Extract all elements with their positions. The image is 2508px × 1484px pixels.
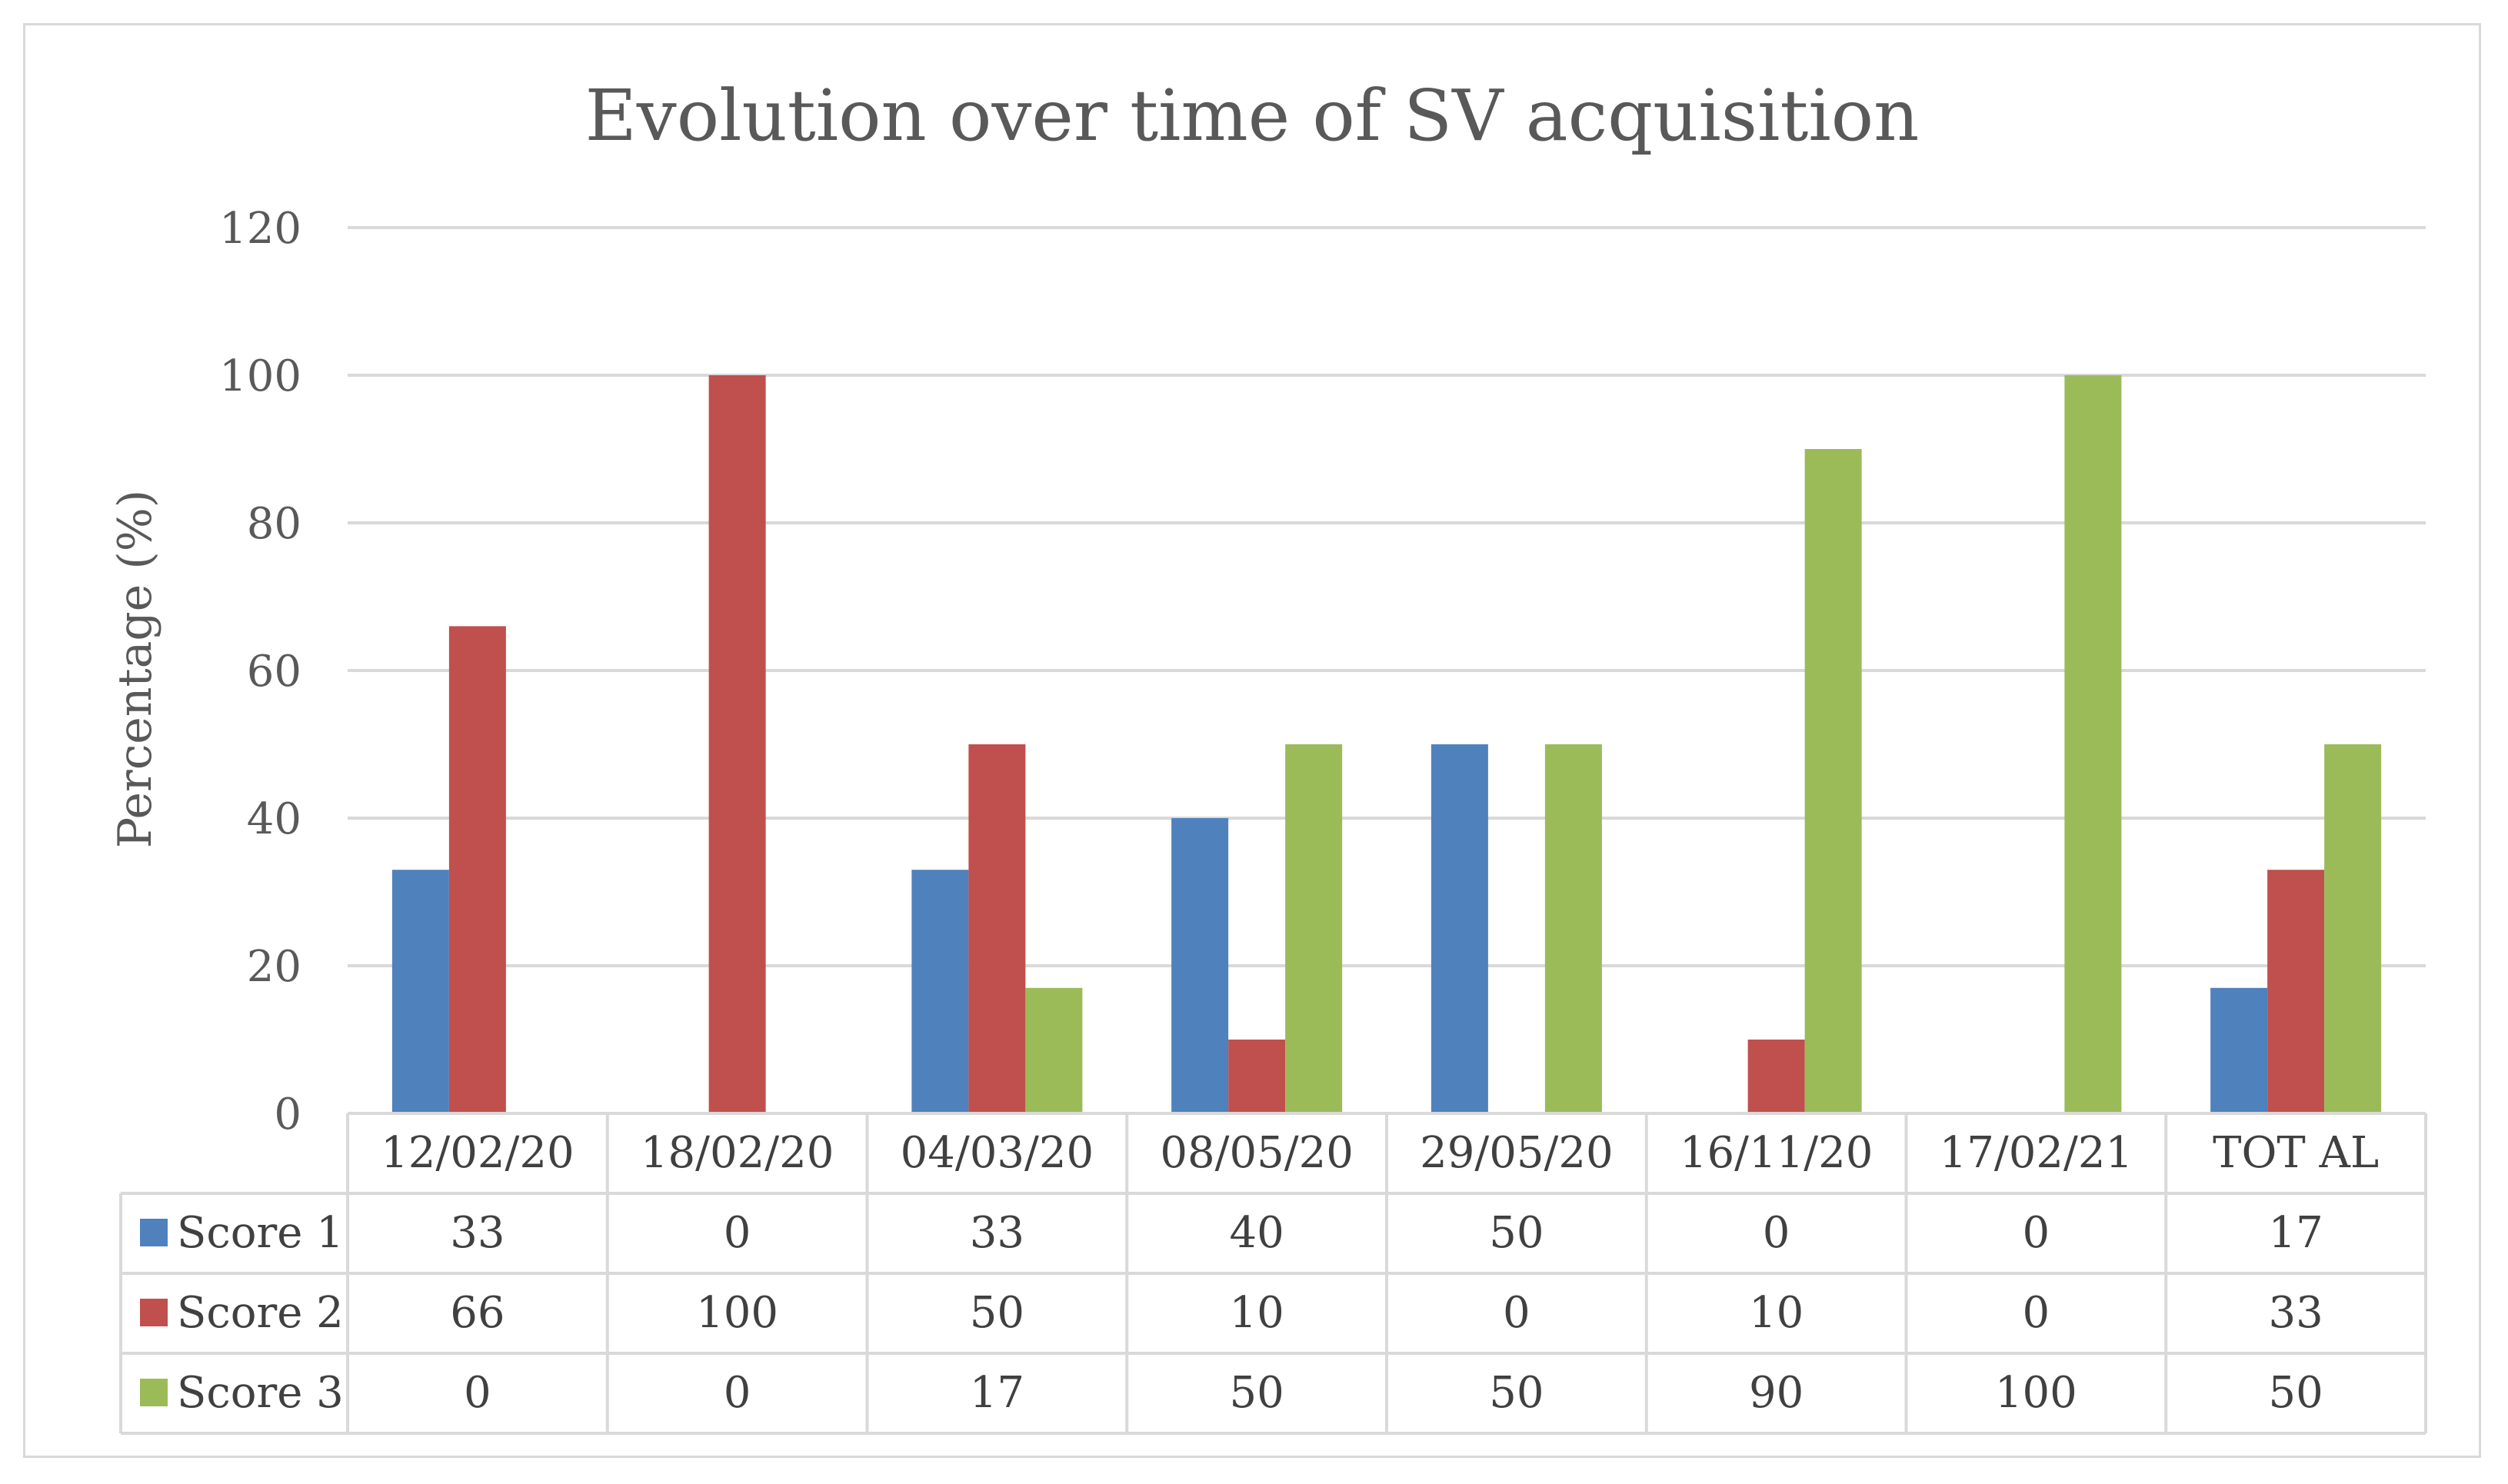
bar-score-2-12-02-20 — [448, 626, 506, 1113]
x-tick-label: 08/05/20 — [1160, 1128, 1354, 1178]
y-axis-label: Percentage (%) — [108, 490, 162, 848]
data-label: 50 — [970, 1288, 1024, 1338]
bars — [391, 375, 2382, 1113]
x-tick-label: 16/11/20 — [1680, 1128, 1874, 1178]
data-label: 33 — [2268, 1288, 2323, 1338]
data-label: 100 — [696, 1288, 778, 1338]
data-label: 33 — [970, 1208, 1024, 1258]
data-label: 17 — [2268, 1208, 2323, 1258]
y-tick-label: 120 — [219, 204, 301, 254]
bar-score-3-16-11-20 — [1804, 449, 1862, 1113]
bar-score-3-29-05-20 — [1544, 744, 1602, 1113]
bar-score-3-17-02-21 — [2064, 375, 2122, 1113]
bar-score-1-29-05-20 — [1431, 744, 1488, 1113]
x-tick-label: 18/02/20 — [641, 1128, 834, 1178]
chart-title: Evolution over time of SV acquisition — [585, 75, 1920, 157]
data-table: 12/02/20 18/02/20 04/03/20 08/05/20 29/05/20… — [119, 1112, 2427, 1435]
data-label: 10 — [1229, 1288, 1284, 1338]
bar-score-1-12-02-20 — [391, 870, 449, 1113]
data-label: 33 — [450, 1208, 505, 1258]
bar-score-3-08-05-20 — [1285, 744, 1343, 1113]
x-tick-label: 17/02/21 — [1940, 1128, 2133, 1178]
data-label: 50 — [1489, 1368, 1544, 1418]
x-tick-label: 12/02/20 — [381, 1128, 575, 1178]
data-label: 0 — [1503, 1288, 1530, 1338]
data-label: 0 — [2023, 1288, 2050, 1338]
bar-score-3-04-03-20 — [1025, 987, 1083, 1113]
data-label: 10 — [1749, 1288, 1804, 1338]
bar-score-2-04-03-20 — [968, 744, 1026, 1113]
y-tick-label: 20 — [247, 942, 301, 992]
data-label: 0 — [724, 1208, 751, 1258]
y-axis-ticks: 0 20 40 60 80 100 120 — [219, 204, 301, 1140]
data-label: 90 — [1749, 1368, 1804, 1418]
y-tick-label: 100 — [219, 351, 301, 401]
bar-score-1-04-03-20 — [911, 870, 969, 1113]
bar-score-3-tot-al — [2324, 744, 2382, 1113]
data-label: 100 — [1995, 1368, 2077, 1418]
data-label: 50 — [1229, 1368, 1284, 1418]
legend-key-score-3 — [140, 1379, 168, 1406]
data-label: 0 — [464, 1368, 491, 1418]
bar-score-2-tot-al — [2267, 870, 2325, 1113]
data-label: 50 — [1489, 1208, 1544, 1258]
data-label: 0 — [2023, 1208, 2050, 1258]
data-label: 40 — [1229, 1208, 1284, 1258]
bar-score-1-08-05-20 — [1171, 818, 1229, 1113]
bar-score-2-08-05-20 — [1228, 1040, 1286, 1113]
data-label: 17 — [970, 1368, 1024, 1418]
x-tick-label: 04/03/20 — [901, 1128, 1094, 1178]
x-tick-label: 29/05/20 — [1420, 1128, 1614, 1178]
bar-score-2-18-02-20 — [708, 375, 766, 1113]
y-tick-label: 80 — [247, 499, 301, 549]
legend-key-score-2 — [140, 1299, 168, 1326]
bar-score-2-16-11-20 — [1747, 1040, 1805, 1113]
x-tick-label: TOT AL — [2213, 1128, 2379, 1178]
legend-label-score-1: Score 1 — [177, 1208, 344, 1258]
data-label: 0 — [724, 1368, 751, 1418]
data-label: 50 — [2268, 1368, 2323, 1418]
bar-score-1-tot-al — [2210, 987, 2268, 1113]
legend-key-score-1 — [140, 1219, 168, 1246]
y-tick-label: 0 — [274, 1090, 301, 1140]
data-label: 66 — [450, 1288, 505, 1338]
y-tick-label: 40 — [247, 794, 301, 844]
legend-label-score-3: Score 3 — [177, 1368, 344, 1418]
data-label: 0 — [1763, 1208, 1790, 1258]
y-tick-label: 60 — [247, 647, 301, 697]
legend-label-score-2: Score 2 — [177, 1288, 344, 1338]
